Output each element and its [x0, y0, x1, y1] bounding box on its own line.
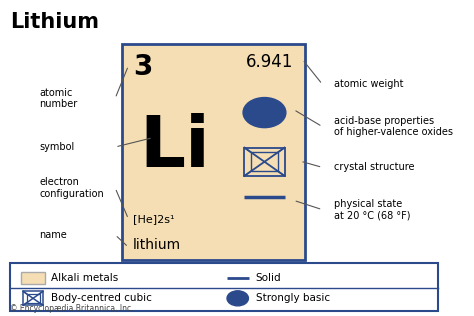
Text: lithium: lithium — [133, 238, 181, 252]
Text: 6.941: 6.941 — [246, 53, 293, 71]
FancyBboxPatch shape — [122, 44, 305, 260]
FancyBboxPatch shape — [10, 263, 438, 312]
Text: symbol: symbol — [39, 142, 74, 152]
Text: atomic
number: atomic number — [39, 88, 78, 109]
Circle shape — [227, 291, 248, 306]
Text: Lithium: Lithium — [10, 12, 100, 32]
FancyBboxPatch shape — [21, 272, 45, 284]
Circle shape — [243, 98, 286, 128]
Text: Li: Li — [140, 113, 210, 182]
Text: atomic weight: atomic weight — [334, 79, 403, 89]
Text: crystal structure: crystal structure — [334, 162, 414, 173]
Text: Strongly basic: Strongly basic — [255, 293, 330, 303]
Text: electron
configuration: electron configuration — [39, 177, 104, 198]
Text: © Encyclopædia Britannica, Inc.: © Encyclopædia Britannica, Inc. — [10, 304, 134, 313]
Text: acid-base properties
of higher-valence oxides: acid-base properties of higher-valence o… — [334, 116, 453, 137]
Text: [He]2s¹: [He]2s¹ — [133, 214, 174, 224]
Text: name: name — [39, 230, 67, 240]
Text: physical state
at 20 °C (68 °F): physical state at 20 °C (68 °F) — [334, 199, 410, 221]
Text: 3: 3 — [133, 53, 152, 81]
Text: Solid: Solid — [255, 273, 281, 283]
Text: Alkali metals: Alkali metals — [51, 273, 118, 283]
Text: Body-centred cubic: Body-centred cubic — [51, 293, 152, 303]
